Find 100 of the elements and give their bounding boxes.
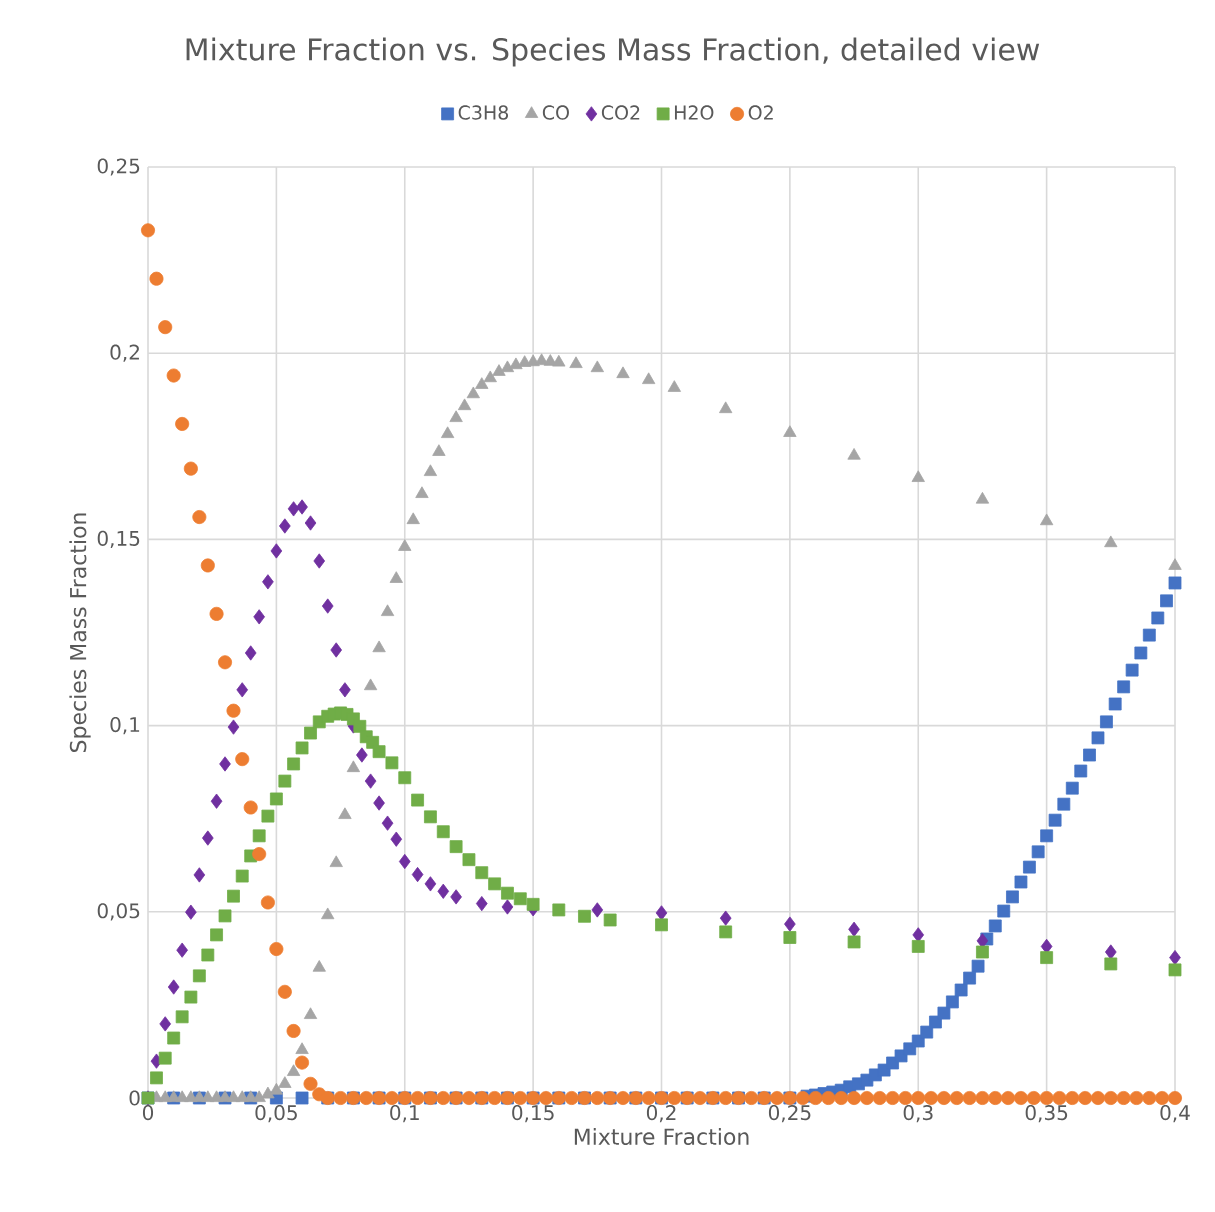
point (176, 942, 188, 958)
point (466, 386, 480, 399)
point (356, 747, 368, 763)
point (642, 372, 656, 385)
legend-label: CO (542, 105, 569, 120)
point (1104, 535, 1118, 548)
point (304, 515, 317, 531)
y-tick-label: 0 (129, 1090, 140, 1106)
point (976, 945, 989, 959)
point (353, 719, 367, 733)
point (329, 855, 343, 868)
point (475, 896, 488, 912)
point (1104, 957, 1118, 971)
point (364, 773, 377, 789)
point (590, 360, 604, 373)
legend-label: H2O (674, 105, 714, 120)
point (269, 792, 283, 806)
point (847, 935, 861, 949)
point (1105, 944, 1117, 960)
point (244, 645, 257, 661)
point (321, 907, 335, 920)
point (363, 678, 378, 691)
point (381, 815, 394, 831)
point (313, 553, 326, 569)
point (406, 512, 420, 525)
point (1168, 558, 1182, 570)
point (185, 904, 197, 920)
point (1168, 963, 1182, 977)
point (655, 918, 668, 932)
point (193, 867, 206, 883)
x-tick-label: 0,35 (1025, 1105, 1068, 1123)
point (616, 366, 630, 379)
point (227, 889, 240, 903)
point (210, 928, 223, 942)
point (450, 889, 462, 905)
point (372, 745, 386, 759)
point (423, 464, 438, 476)
point (262, 574, 274, 590)
point (440, 426, 455, 439)
point (398, 853, 411, 870)
point (321, 598, 334, 614)
point (218, 909, 232, 923)
point (462, 853, 476, 867)
point (488, 877, 502, 891)
x-tick-label: 0,2 (646, 1105, 676, 1123)
point (719, 925, 733, 939)
point (483, 370, 497, 383)
y-tick-label: 0,15 (97, 530, 140, 548)
x-tick-label: 0,3 (903, 1105, 933, 1123)
point (150, 1071, 163, 1085)
point (437, 883, 450, 899)
legend-label: CO2 (601, 105, 640, 120)
point (783, 425, 797, 437)
point (848, 921, 860, 937)
point (287, 501, 300, 517)
point (192, 969, 206, 983)
point (513, 892, 527, 906)
point (975, 491, 990, 504)
point (159, 1016, 172, 1032)
point (526, 897, 540, 911)
y-tick-label: 0,1 (110, 716, 140, 735)
point (847, 448, 861, 460)
point (261, 809, 275, 823)
point (252, 829, 266, 843)
point (296, 499, 308, 515)
point (591, 902, 604, 918)
point (287, 757, 300, 771)
point (578, 909, 591, 923)
point (912, 927, 925, 943)
point (501, 886, 514, 900)
point (253, 609, 265, 625)
point (339, 682, 351, 698)
point (236, 682, 249, 698)
x-tick-label: 0,4 (1160, 1105, 1190, 1123)
point (330, 642, 342, 658)
point (719, 401, 733, 414)
point (411, 866, 424, 883)
x-tick-label: 0,15 (512, 1105, 554, 1123)
point (667, 380, 681, 392)
point (569, 356, 583, 368)
point (175, 1010, 189, 1024)
point (552, 354, 566, 367)
x-tick-label: 0 (142, 1105, 154, 1121)
point (372, 640, 386, 653)
point (509, 357, 523, 370)
point (389, 571, 403, 583)
point (278, 774, 292, 788)
point (279, 518, 291, 534)
point (501, 899, 514, 915)
point (1040, 951, 1054, 964)
point (398, 771, 412, 785)
point (219, 756, 231, 772)
x-tick-label: 0,1 (390, 1105, 419, 1123)
point (167, 979, 180, 995)
y-tick-label: 0,25 (97, 158, 140, 176)
point (385, 756, 399, 770)
legend-label: O2 (748, 105, 773, 120)
point (167, 1031, 181, 1045)
point (270, 543, 283, 559)
point (432, 444, 446, 456)
